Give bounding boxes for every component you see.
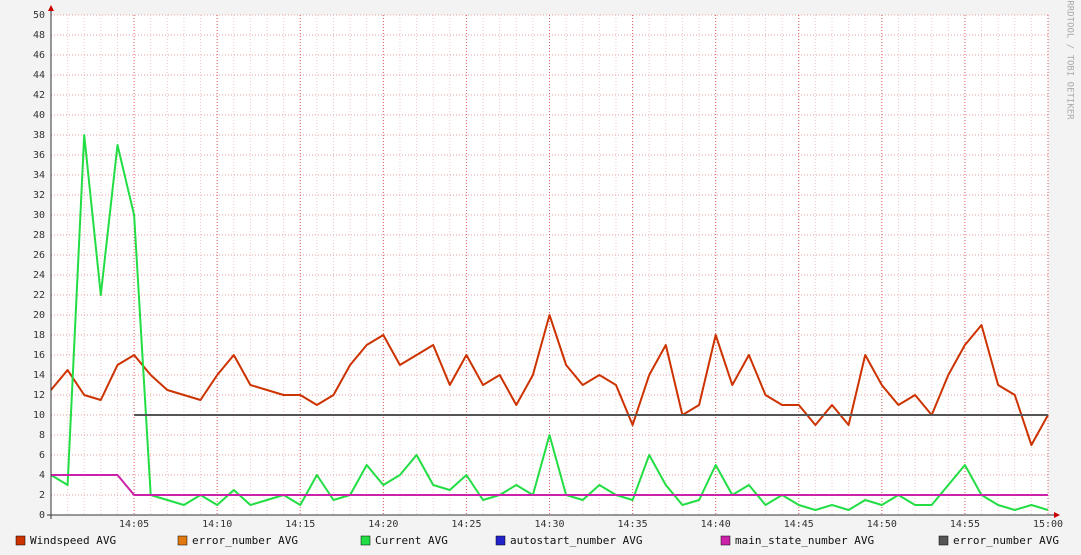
- y-tick-label: 30: [33, 210, 45, 221]
- x-tick-label: 14:50: [867, 519, 897, 530]
- legend-swatch: [15, 535, 26, 546]
- legend-swatch: [360, 535, 371, 546]
- y-tick-label: 42: [33, 90, 45, 101]
- legend-label: error_number AVG: [953, 534, 1059, 547]
- y-tick-label: 10: [33, 410, 45, 421]
- legend-swatch: [720, 535, 731, 546]
- y-axis-arrow: [48, 5, 54, 11]
- y-tick-label: 12: [33, 390, 45, 401]
- y-tick-label: 4: [39, 470, 45, 481]
- legend-label: Windspeed AVG: [30, 534, 116, 547]
- y-tick-label: 24: [33, 270, 45, 281]
- y-tick-label: 26: [33, 250, 45, 261]
- y-tick-label: 50: [33, 10, 45, 21]
- y-tick-label: 34: [33, 170, 45, 181]
- x-tick-label: 14:45: [784, 519, 814, 530]
- watermark: RRDTOOL / TOBI OETIKER: [1065, 0, 1075, 120]
- series-line: [50, 314, 1049, 446]
- y-tick-label: 48: [33, 30, 45, 41]
- x-tick-label: 14:30: [534, 519, 564, 530]
- x-tick-label: 14:25: [451, 519, 481, 530]
- y-tick-label: 36: [33, 150, 45, 161]
- x-tick-label: 14:10: [202, 519, 232, 530]
- y-tick-label: 44: [33, 70, 45, 81]
- y-tick-label: 22: [33, 290, 45, 301]
- y-tick-label: 8: [39, 430, 45, 441]
- x-tick-label: 14:15: [285, 519, 315, 530]
- y-tick-label: 28: [33, 230, 45, 241]
- y-tick-label: 32: [33, 190, 45, 201]
- legend-swatch: [495, 535, 506, 546]
- x-tick-label: 14:05: [119, 519, 149, 530]
- y-tick-label: 38: [33, 130, 45, 141]
- y-tick-label: 6: [39, 450, 45, 461]
- x-tick-label: 14:55: [950, 519, 980, 530]
- x-axis-arrow: [1054, 512, 1060, 518]
- series-line: [51, 474, 1048, 496]
- y-tick-label: 40: [33, 110, 45, 121]
- legend-swatch: [177, 535, 188, 546]
- legend-swatch: [938, 535, 949, 546]
- x-tick-label: 15:00: [1033, 519, 1063, 530]
- x-tick-label: 14:20: [368, 519, 398, 530]
- y-tick-label: 2: [39, 490, 45, 501]
- y-tick-label: 46: [33, 50, 45, 61]
- legend-label: main_state_number AVG: [735, 534, 874, 547]
- y-tick-label: 0: [39, 510, 45, 521]
- legend-label: autostart_number AVG: [510, 534, 642, 547]
- y-tick-label: 16: [33, 350, 45, 361]
- legend-label: Current AVG: [375, 534, 448, 547]
- x-tick-label: 14:35: [618, 519, 648, 530]
- y-tick-label: 18: [33, 330, 45, 341]
- series-line: [50, 134, 1049, 511]
- y-tick-label: 20: [33, 310, 45, 321]
- y-tick-label: 14: [33, 370, 45, 381]
- x-tick-label: 14:40: [701, 519, 731, 530]
- legend-label: error_number AVG: [192, 534, 298, 547]
